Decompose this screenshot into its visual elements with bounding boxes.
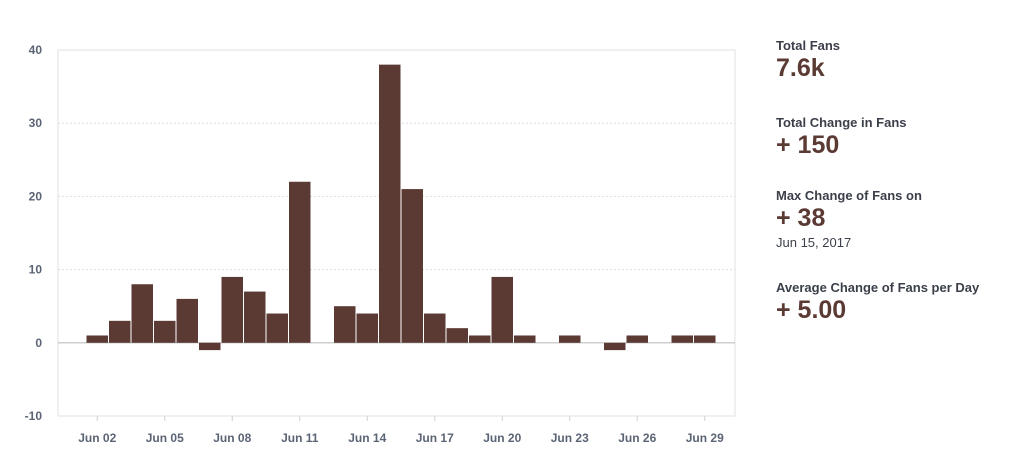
x-tick-label: Jun 14 bbox=[348, 431, 386, 445]
bar-jun-14[interactable] bbox=[356, 313, 379, 343]
bar-jun-06[interactable] bbox=[176, 298, 199, 343]
bar-jun-07[interactable] bbox=[199, 342, 221, 351]
stat-label: Total Fans bbox=[776, 38, 841, 53]
y-tick-label: 30 bbox=[29, 116, 43, 130]
bar-jun-05[interactable] bbox=[154, 320, 176, 343]
bar-jun-08[interactable] bbox=[221, 276, 244, 343]
bar-jun-28[interactable] bbox=[671, 335, 694, 343]
y-tick-label: 40 bbox=[29, 43, 43, 57]
bar-jun-19[interactable] bbox=[469, 335, 491, 343]
x-tick-label: Jun 08 bbox=[213, 431, 251, 445]
x-tick-label: Jun 11 bbox=[281, 431, 319, 445]
bar-jun-18[interactable] bbox=[446, 328, 469, 343]
x-tick-label: Jun 20 bbox=[483, 431, 521, 445]
stat-total-fans: Total Fans 7.6k bbox=[776, 38, 1006, 82]
plot-frame bbox=[57, 49, 736, 417]
bar-jun-02[interactable] bbox=[86, 335, 109, 343]
stat-value: + 150 bbox=[776, 131, 840, 159]
x-tick-label: Jun 05 bbox=[146, 431, 184, 445]
bar-jun-03[interactable] bbox=[109, 320, 131, 343]
x-tick-label: Jun 02 bbox=[78, 431, 116, 445]
stat-value: 7.6k bbox=[776, 54, 825, 82]
bar-jun-16[interactable] bbox=[401, 189, 424, 343]
x-tick-label: Jun 29 bbox=[686, 431, 724, 445]
bar-jun-04[interactable] bbox=[131, 284, 154, 343]
stat-max-change: Max Change of Fans on + 38 Jun 15, 2017 bbox=[776, 188, 1006, 252]
bar-jun-09[interactable] bbox=[244, 291, 266, 343]
bar-jun-10[interactable] bbox=[266, 313, 289, 343]
bar-jun-13[interactable] bbox=[334, 306, 356, 343]
bar-jun-20[interactable] bbox=[491, 276, 514, 343]
y-tick-label: 0 bbox=[35, 336, 42, 350]
stat-value: + 38 bbox=[776, 204, 826, 232]
bar-jun-15[interactable] bbox=[379, 64, 401, 343]
stat-label: Total Change in Fans bbox=[776, 115, 907, 130]
stat-label: Max Change of Fans on bbox=[776, 188, 922, 203]
y-tick-label: 10 bbox=[29, 263, 43, 277]
bar-jun-11[interactable] bbox=[289, 181, 311, 343]
bar-jun-21[interactable] bbox=[514, 335, 536, 343]
y-tick-label: -10 bbox=[25, 409, 43, 423]
x-tick-label: Jun 17 bbox=[416, 431, 454, 445]
x-tick-label: Jun 23 bbox=[551, 431, 589, 445]
y-tick-label: 20 bbox=[29, 189, 43, 203]
stat-label: Average Change of Fans per Day bbox=[776, 280, 980, 295]
stat-total-change: Total Change in Fans + 150 bbox=[776, 115, 1006, 159]
stat-average-change: Average Change of Fans per Day + 5.00 bbox=[776, 280, 1006, 324]
stat-date: Jun 15, 2017 bbox=[776, 235, 852, 250]
bar-jun-29[interactable] bbox=[694, 335, 716, 343]
stat-value: + 5.00 bbox=[776, 296, 847, 324]
bar-jun-23[interactable] bbox=[559, 335, 581, 343]
fans-bar-chart: 40 30 20 10 0 -10 Jun 02 Jun 05 Jun 08 Jun 11 Jun… bbox=[25, 43, 736, 445]
x-tick-label: Jun 26 bbox=[618, 431, 656, 445]
bar-jun-25[interactable] bbox=[604, 342, 626, 351]
bar-jun-26[interactable] bbox=[626, 335, 649, 343]
bar-jun-17[interactable] bbox=[424, 313, 446, 343]
